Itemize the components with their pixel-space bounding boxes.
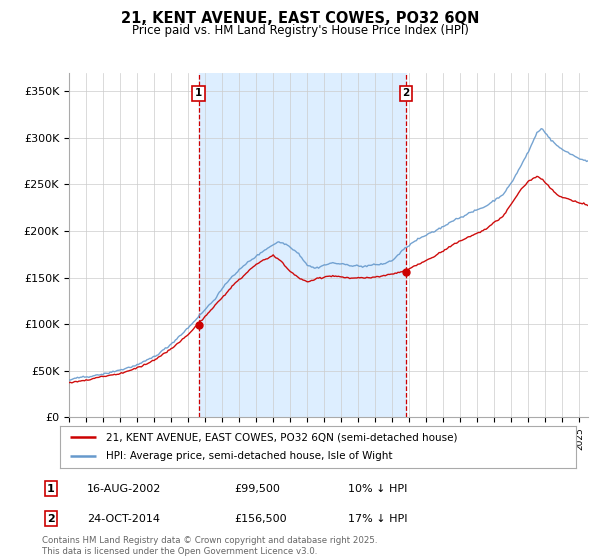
Text: 17% ↓ HPI: 17% ↓ HPI — [348, 514, 407, 524]
Text: 16-AUG-2002: 16-AUG-2002 — [87, 484, 161, 494]
Text: HPI: Average price, semi-detached house, Isle of Wight: HPI: Average price, semi-detached house,… — [106, 451, 393, 461]
Text: 2: 2 — [403, 88, 410, 99]
Text: 21, KENT AVENUE, EAST COWES, PO32 6QN (semi-detached house): 21, KENT AVENUE, EAST COWES, PO32 6QN (s… — [106, 432, 458, 442]
Text: Price paid vs. HM Land Registry's House Price Index (HPI): Price paid vs. HM Land Registry's House … — [131, 24, 469, 36]
Bar — [199, 73, 406, 417]
Text: £156,500: £156,500 — [234, 514, 287, 524]
Text: £99,500: £99,500 — [234, 484, 280, 494]
Text: 24-OCT-2014: 24-OCT-2014 — [87, 514, 160, 524]
Text: Contains HM Land Registry data © Crown copyright and database right 2025.
This d: Contains HM Land Registry data © Crown c… — [42, 536, 377, 556]
Text: 1: 1 — [47, 484, 55, 494]
Text: 10% ↓ HPI: 10% ↓ HPI — [348, 484, 407, 494]
Text: 1: 1 — [195, 88, 202, 99]
Text: 2: 2 — [47, 514, 55, 524]
Text: 21, KENT AVENUE, EAST COWES, PO32 6QN: 21, KENT AVENUE, EAST COWES, PO32 6QN — [121, 11, 479, 26]
